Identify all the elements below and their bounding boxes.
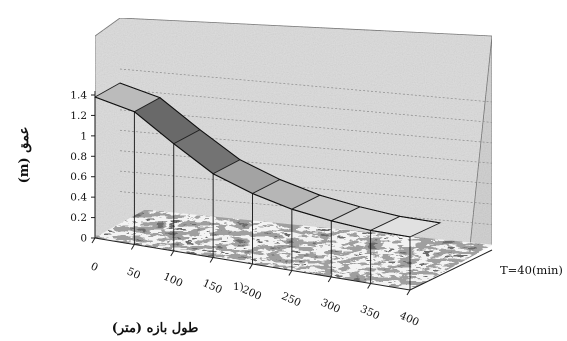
y-tick-label: 1.2	[70, 110, 87, 122]
x-tick	[91, 237, 96, 244]
y-tick-label: 1	[80, 130, 87, 142]
series-back-line	[119, 82, 441, 224]
x-tick	[209, 257, 214, 263]
x-tick-label: 350	[358, 303, 381, 322]
depth-axis-line	[409, 249, 493, 291]
x-tick-label: 100	[161, 271, 184, 290]
x-tick	[406, 289, 411, 296]
x-tick-label: 300	[319, 297, 342, 316]
y-tick-label: 0	[80, 233, 87, 245]
y-axis-title: عمق (m)	[17, 127, 32, 184]
x-tick-label: 0	[89, 260, 100, 274]
x-tick	[249, 263, 253, 270]
drop-lines	[94, 97, 411, 290]
x-tick	[130, 244, 135, 250]
series-line	[94, 96, 411, 238]
surface	[93, 82, 442, 238]
x-tick	[170, 250, 175, 257]
x-tick-label: 250	[279, 290, 302, 309]
x-tick-label: 150	[201, 277, 224, 296]
x-axis-title: طول بازه (متر)	[112, 321, 199, 336]
y-tick-label: 0.2	[70, 212, 87, 224]
x-tick	[327, 276, 332, 283]
stray-label: 1)	[233, 281, 244, 293]
x-tick-label: 400	[398, 310, 421, 329]
x-tick	[367, 283, 372, 289]
y-tick-label: 1.4	[70, 90, 87, 102]
y-tick-label: 0.4	[70, 192, 87, 204]
series-label: T=40(min)	[500, 263, 563, 277]
y-axis: 0 0.2 0.4 0.6 0.8 1 1.2 1.4	[70, 90, 96, 245]
x-tick	[288, 270, 293, 276]
y-tick-label: 0.8	[70, 151, 87, 163]
y-tick-label: 0.6	[70, 171, 87, 183]
x-tick-label: 50	[125, 266, 142, 282]
